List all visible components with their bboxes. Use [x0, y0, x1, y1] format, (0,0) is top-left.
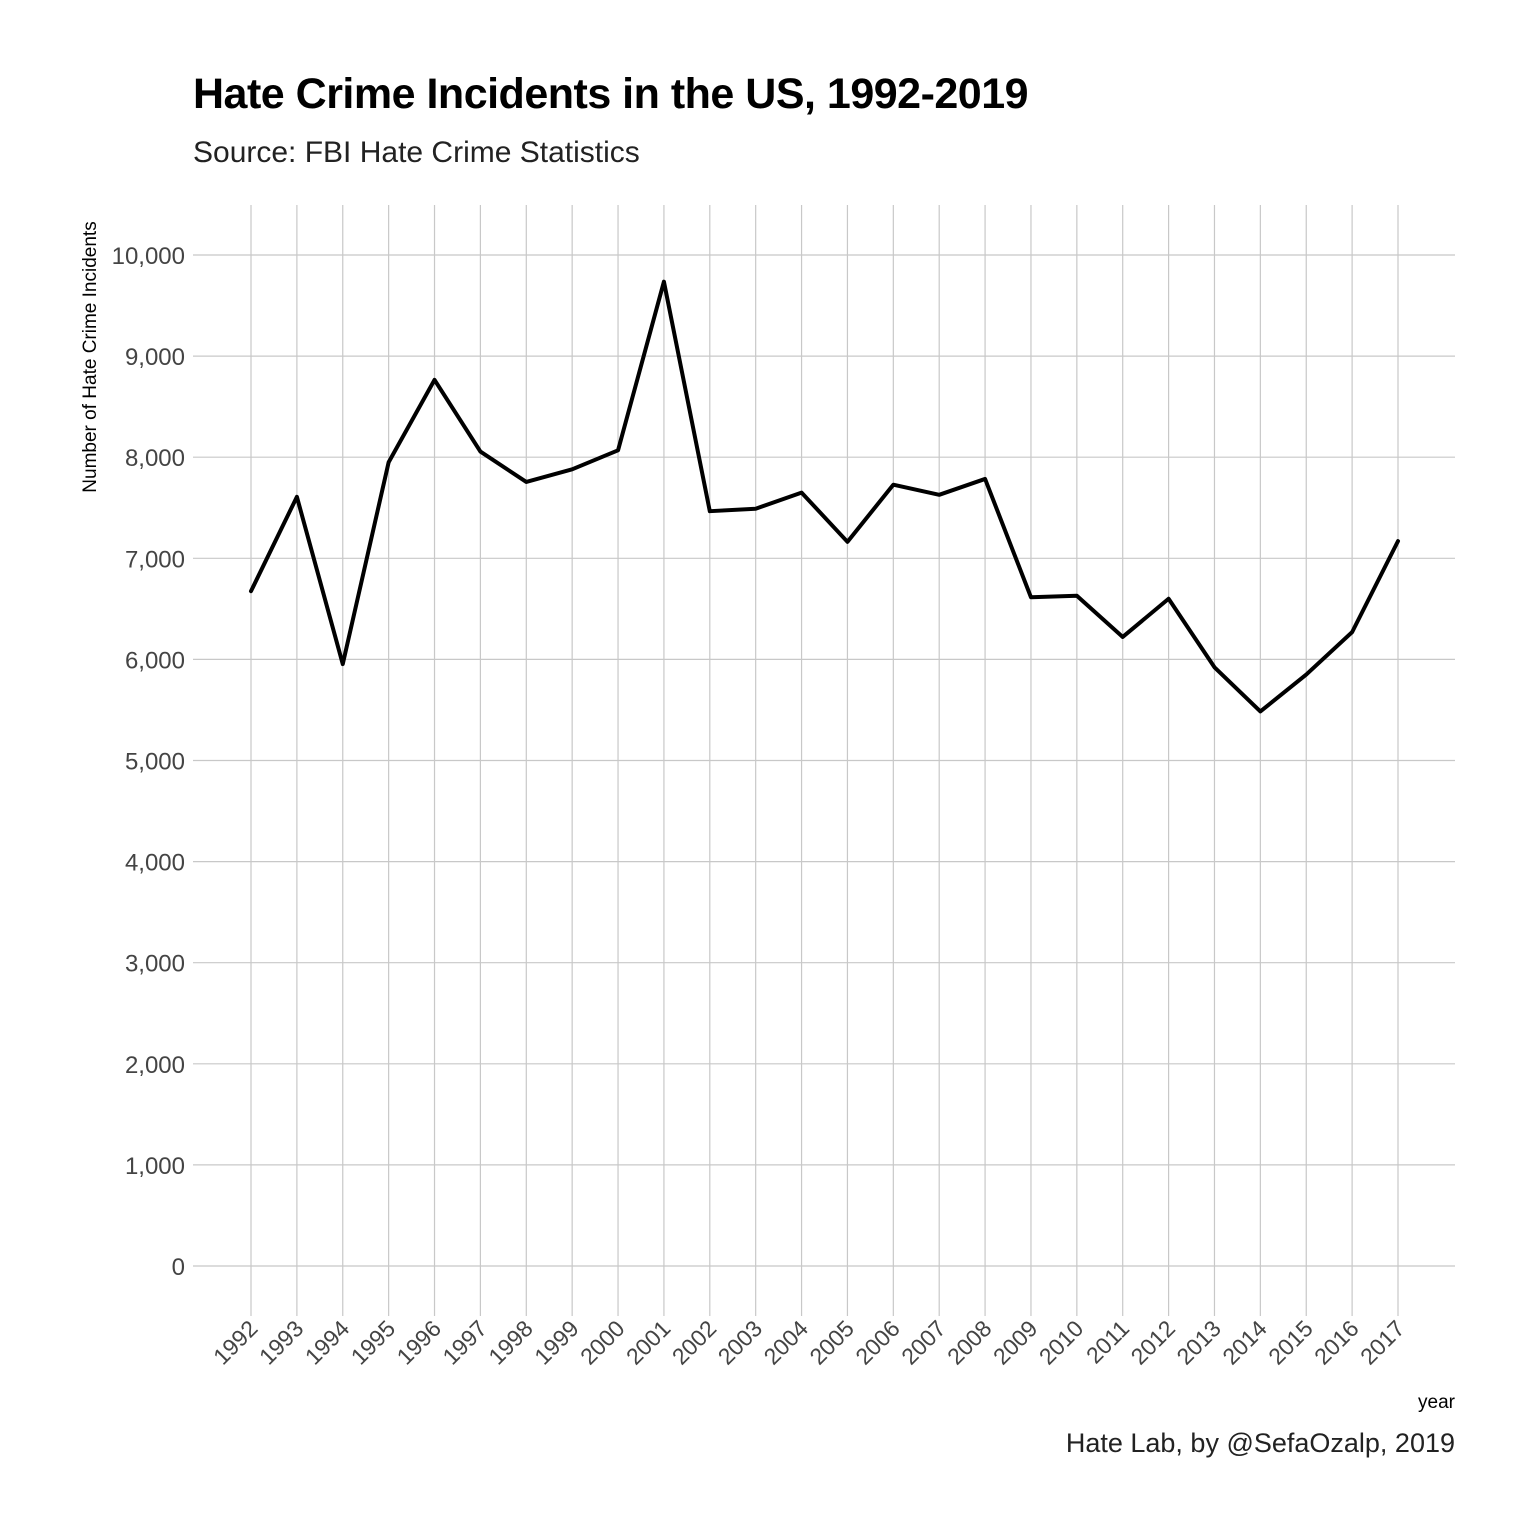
- chart-caption: Hate Lab, by @SefaOzalp, 2019: [1065, 1428, 1455, 1458]
- x-tick-label: 2000: [575, 1315, 630, 1370]
- y-tick-label: 8,000: [125, 445, 185, 472]
- x-tick-label: 1998: [483, 1315, 538, 1370]
- x-tick-label: 2009: [988, 1315, 1043, 1370]
- x-tick-label: 2004: [759, 1315, 814, 1370]
- x-tick-label: 2010: [1034, 1315, 1089, 1370]
- x-tick-label: 2005: [804, 1315, 859, 1370]
- x-tick-label: 1994: [300, 1315, 355, 1370]
- grid: [193, 205, 1455, 1316]
- x-tick-label: 2003: [713, 1315, 768, 1370]
- x-tick-label: 2007: [896, 1315, 951, 1370]
- y-tick-label: 5,000: [125, 749, 185, 776]
- x-tick-label: 2012: [1126, 1315, 1181, 1370]
- x-axis-ticks: 1992199319941995199619971998199920002001…: [208, 1315, 1410, 1370]
- y-tick-label: 6,000: [125, 647, 185, 674]
- y-tick-label: 10,000: [112, 243, 185, 270]
- x-tick-label: 2013: [1171, 1315, 1226, 1370]
- x-tick-label: 1997: [437, 1315, 492, 1370]
- x-tick-label: 1995: [346, 1315, 401, 1370]
- y-tick-label: 7,000: [125, 546, 185, 573]
- x-tick-label: 1996: [391, 1315, 446, 1370]
- x-tick-label: 2008: [942, 1315, 997, 1370]
- x-tick-label: 2011: [1081, 1315, 1134, 1368]
- y-tick-label: 1,000: [125, 1153, 185, 1180]
- chart-subtitle: Source: FBI Hate Crime Statistics: [193, 136, 640, 169]
- y-axis-ticks: 0 1,000 2,000 3,000 4,000 5,000 6,000 7,000 8,00…: [112, 243, 185, 1281]
- x-tick-label: 2016: [1309, 1315, 1364, 1370]
- y-axis-label: Number of Hate Crime Incidents: [80, 221, 101, 492]
- series-line: [249, 279, 1400, 714]
- y-tick-label: 2,000: [125, 1052, 185, 1079]
- y-tick-label: 3,000: [125, 951, 185, 978]
- x-tick-label: 2014: [1217, 1315, 1272, 1370]
- x-tick-label: 2002: [667, 1315, 722, 1370]
- y-tick-label: 9,000: [125, 344, 185, 371]
- chart-title: Hate Crime Incidents in the US, 1992-201…: [193, 70, 1029, 118]
- y-tick-label: 4,000: [125, 850, 185, 877]
- x-tick-label: 2006: [850, 1315, 905, 1370]
- y-tick-label: 0: [172, 1254, 185, 1281]
- x-tick-label: 1999: [529, 1315, 584, 1370]
- x-axis-label: year: [1418, 1392, 1456, 1413]
- x-tick-label: 1992: [208, 1315, 263, 1370]
- x-tick-label: 2017: [1355, 1315, 1410, 1370]
- x-tick-label: 2015: [1263, 1315, 1318, 1370]
- x-tick-label: 2001: [621, 1315, 676, 1370]
- x-tick-label: 1993: [254, 1315, 309, 1370]
